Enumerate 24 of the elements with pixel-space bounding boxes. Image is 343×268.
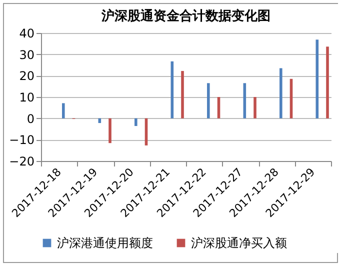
y-tick-label: 10	[19, 90, 34, 104]
legend-label: 沪深股通净买入额	[191, 236, 287, 250]
legend-label: 沪深港通使用额度	[57, 236, 153, 250]
y-tick-label: 30	[19, 48, 34, 62]
bar	[217, 97, 220, 118]
chart-title: 沪深股通资金合计数据变化图	[100, 8, 270, 24]
bar	[326, 46, 329, 118]
bar	[280, 68, 282, 118]
bar	[170, 61, 174, 118]
bar	[98, 118, 102, 124]
y-tick-label: −20	[9, 154, 34, 168]
bar	[316, 40, 319, 118]
bar	[290, 78, 293, 118]
bar	[134, 118, 138, 126]
y-tick-label: 40	[19, 26, 34, 40]
bar	[108, 118, 112, 144]
bar	[181, 70, 184, 118]
bar	[207, 83, 210, 118]
y-tick-label: 0	[26, 112, 34, 126]
bar	[254, 97, 256, 118]
y-tick-label: 20	[19, 69, 34, 84]
bar	[243, 83, 246, 118]
y-tick-label: −10	[9, 133, 34, 148]
bar	[62, 103, 65, 118]
